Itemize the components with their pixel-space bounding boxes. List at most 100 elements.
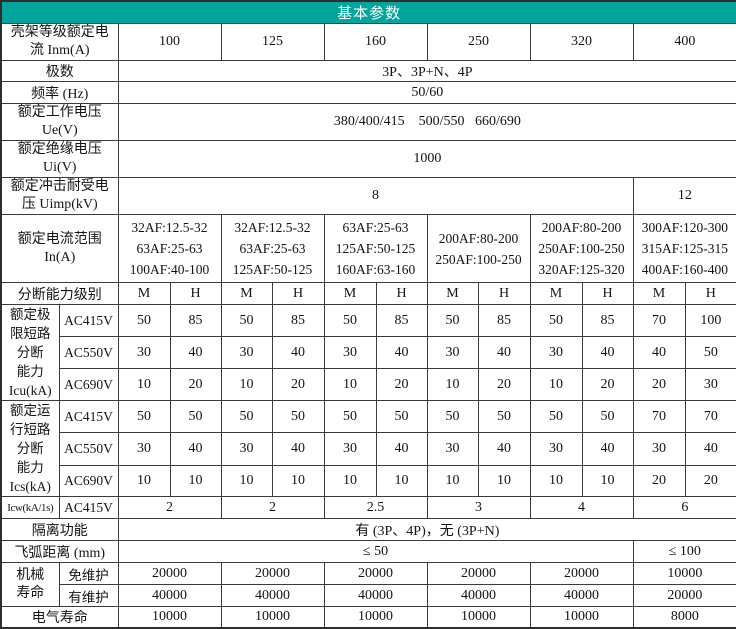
in-range-value: 63AF:25-63 125AF:50-125 160AF:63-160 bbox=[323, 214, 428, 283]
icw-value: 3 bbox=[426, 496, 531, 519]
icu-label: 额定极 限短路 分断 能力 Icu(kA) bbox=[0, 304, 60, 401]
ics-value: 10 bbox=[581, 464, 634, 498]
icu-value: 30 bbox=[684, 368, 736, 401]
ics-value: 50 bbox=[169, 399, 222, 434]
mech-value: 40000 bbox=[323, 584, 428, 607]
level-value: M bbox=[632, 282, 686, 305]
icu-value: 40 bbox=[632, 336, 686, 369]
elec-value: 8000 bbox=[632, 606, 736, 629]
level-value: M bbox=[323, 282, 377, 305]
icu-value: 85 bbox=[581, 304, 634, 337]
icu-value: 10 bbox=[220, 368, 273, 401]
freq-label: 频率 (Hz) bbox=[0, 81, 119, 104]
ics-value: 70 bbox=[632, 399, 686, 434]
icw-sub-label: AC415V bbox=[58, 496, 119, 519]
level-value: H bbox=[169, 282, 222, 305]
ics-value: 50 bbox=[375, 399, 428, 434]
level-value: H bbox=[581, 282, 634, 305]
level-value: H bbox=[477, 282, 531, 305]
icu-value: 50 bbox=[684, 336, 736, 369]
elec-value: 10000 bbox=[323, 606, 428, 629]
icu-value: 50 bbox=[323, 304, 377, 337]
mech-value: 20000 bbox=[426, 562, 531, 585]
inm-value: 400 bbox=[632, 23, 736, 61]
elec-value: 10000 bbox=[220, 606, 325, 629]
icu-value: 10 bbox=[529, 368, 583, 401]
icu-value: 20 bbox=[581, 368, 634, 401]
level-value: M bbox=[426, 282, 479, 305]
ics-value: 10 bbox=[220, 464, 273, 498]
in-range-value: 32AF:12.5-32 63AF:25-63 125AF:50-125 bbox=[220, 214, 325, 283]
ics-value: 40 bbox=[271, 432, 325, 466]
ics-value: 30 bbox=[220, 432, 273, 466]
inm-value: 250 bbox=[426, 23, 531, 61]
icu-value: 50 bbox=[426, 304, 479, 337]
ics-value: 40 bbox=[581, 432, 634, 466]
mech-value: 40000 bbox=[117, 584, 222, 607]
ue-value: 380/400/415 500/550 660/690 bbox=[117, 103, 736, 141]
mech-label: 机械 寿命 bbox=[0, 562, 60, 607]
ics-value: 70 bbox=[684, 399, 736, 434]
ics-value: 50 bbox=[477, 399, 531, 434]
icu-value: 20 bbox=[169, 368, 222, 401]
icu-value: 30 bbox=[220, 336, 273, 369]
ics-value: 20 bbox=[632, 464, 686, 498]
ics-value: 30 bbox=[632, 432, 686, 466]
level-label: 分断能力级别 bbox=[0, 282, 119, 305]
ics-label: 额定运 行短路 分断 能力 Ics(kA) bbox=[0, 400, 60, 497]
level-value: H bbox=[375, 282, 428, 305]
ics-value: 50 bbox=[581, 399, 634, 434]
ics-value: 10 bbox=[477, 464, 531, 498]
ui-value: 1000 bbox=[117, 140, 736, 178]
arc-value-main: ≤ 50 bbox=[117, 540, 634, 563]
icu-value: 20 bbox=[632, 368, 686, 401]
ics-value: 50 bbox=[323, 399, 377, 434]
elec-value: 10000 bbox=[117, 606, 222, 629]
elec-label: 电气寿命 bbox=[0, 606, 119, 629]
ics-value: 10 bbox=[271, 464, 325, 498]
level-value: H bbox=[271, 282, 325, 305]
ics-value: 10 bbox=[375, 464, 428, 498]
mech-value: 20000 bbox=[220, 562, 325, 585]
icu-value: 100 bbox=[684, 304, 736, 337]
icw-label: Icw(kA/1s) bbox=[0, 496, 60, 519]
inm-value: 320 bbox=[529, 23, 634, 61]
icw-value: 4 bbox=[529, 496, 634, 519]
ics-value: 50 bbox=[117, 399, 171, 434]
ics-value: 30 bbox=[426, 432, 479, 466]
icu-sub-label: AC690V bbox=[58, 368, 119, 401]
ics-value: 40 bbox=[477, 432, 531, 466]
isolation-value: 有 (3P、4P)，无 (3P+N) bbox=[117, 518, 736, 541]
ics-value: 50 bbox=[271, 399, 325, 434]
inm-value: 160 bbox=[323, 23, 428, 61]
level-value: M bbox=[220, 282, 273, 305]
mech-value: 20000 bbox=[117, 562, 222, 585]
icu-value: 30 bbox=[117, 336, 171, 369]
ue-label: 额定工作电压 Ue(V) bbox=[0, 103, 119, 141]
icu-value: 30 bbox=[323, 336, 377, 369]
ics-value: 10 bbox=[529, 464, 583, 498]
ics-value: 10 bbox=[426, 464, 479, 498]
ics-value: 40 bbox=[375, 432, 428, 466]
icu-value: 30 bbox=[529, 336, 583, 369]
inm-value: 100 bbox=[117, 23, 222, 61]
inm-value: 125 bbox=[220, 23, 325, 61]
mech-value: 20000 bbox=[632, 584, 736, 607]
elec-value: 10000 bbox=[529, 606, 634, 629]
icu-value: 50 bbox=[117, 304, 171, 337]
poles-value: 3P、3P+N、4P bbox=[117, 60, 736, 82]
ics-value: 50 bbox=[426, 399, 479, 434]
ics-value: 10 bbox=[117, 464, 171, 498]
icu-sub-label: AC550V bbox=[58, 336, 119, 369]
mech-value: 20000 bbox=[323, 562, 428, 585]
arc-value-last: ≤ 100 bbox=[632, 540, 736, 563]
ui-label: 额定绝缘电压 Ui(V) bbox=[0, 140, 119, 178]
icu-value: 40 bbox=[169, 336, 222, 369]
icw-value: 2.5 bbox=[323, 496, 428, 519]
level-value: M bbox=[529, 282, 583, 305]
mech-value: 10000 bbox=[632, 562, 736, 585]
ics-sub-label: AC690V bbox=[58, 464, 119, 498]
icu-value: 40 bbox=[271, 336, 325, 369]
in-range-value: 200AF:80-200 250AF:100-250 320AF:125-320 bbox=[529, 214, 634, 283]
in-range-value: 32AF:12.5-32 63AF:25-63 100AF:40-100 bbox=[117, 214, 222, 283]
